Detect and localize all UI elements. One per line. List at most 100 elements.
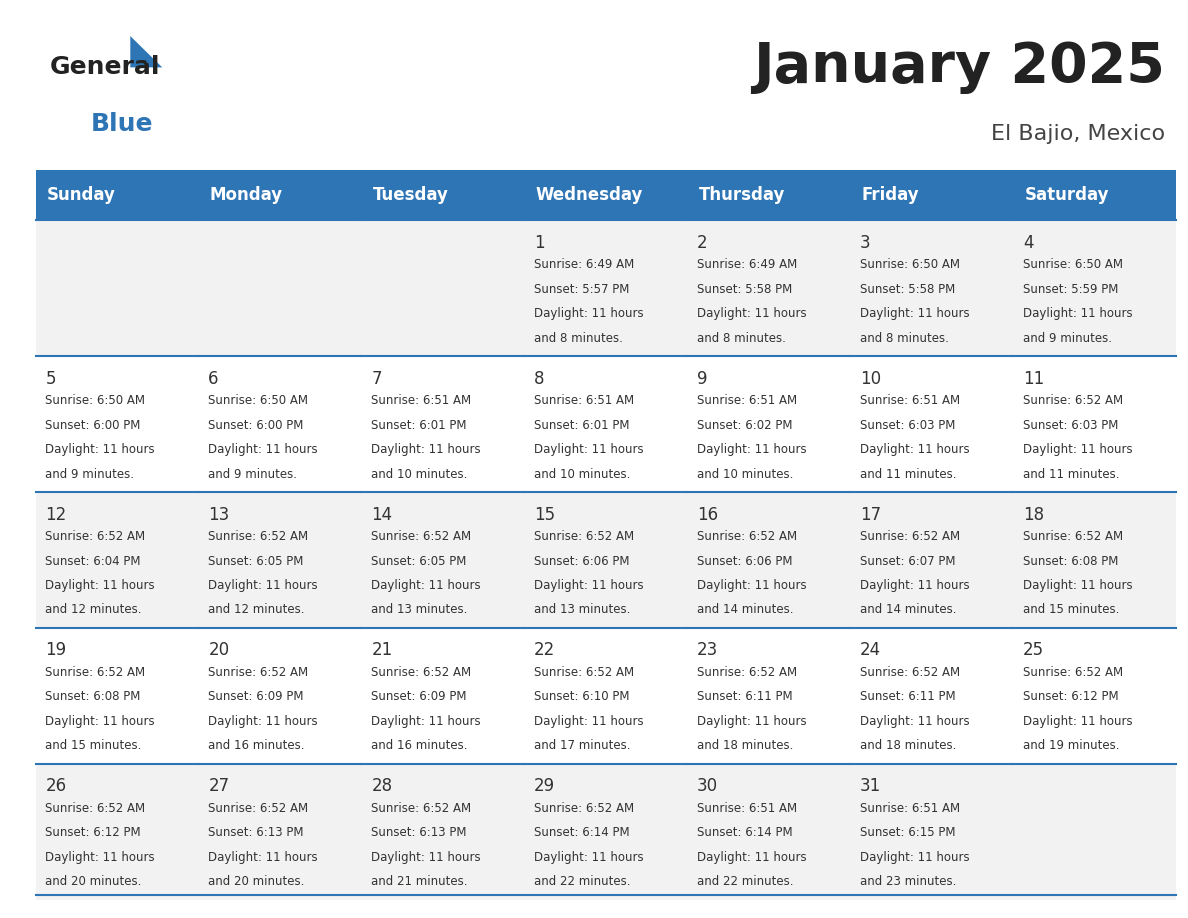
Text: Sunrise: 6:52 AM: Sunrise: 6:52 AM [1023, 394, 1123, 408]
Text: Daylight: 11 hours: Daylight: 11 hours [372, 715, 481, 728]
Text: Saturday: Saturday [1024, 186, 1110, 204]
Text: Sunset: 6:10 PM: Sunset: 6:10 PM [535, 690, 630, 703]
Text: and 22 minutes.: and 22 minutes. [697, 875, 794, 889]
Text: 2: 2 [697, 234, 708, 252]
Text: Sunrise: 6:52 AM: Sunrise: 6:52 AM [860, 530, 960, 543]
Text: Sunset: 6:06 PM: Sunset: 6:06 PM [697, 554, 792, 567]
Text: Sunrise: 6:51 AM: Sunrise: 6:51 AM [697, 394, 797, 408]
Text: Sunrise: 6:49 AM: Sunrise: 6:49 AM [535, 258, 634, 272]
Text: Sunrise: 6:52 AM: Sunrise: 6:52 AM [535, 801, 634, 815]
Text: and 13 minutes.: and 13 minutes. [372, 603, 468, 617]
Text: Sunrise: 6:52 AM: Sunrise: 6:52 AM [45, 530, 146, 543]
Text: Daylight: 11 hours: Daylight: 11 hours [860, 851, 969, 864]
Text: Daylight: 11 hours: Daylight: 11 hours [208, 579, 318, 592]
Text: Sunrise: 6:51 AM: Sunrise: 6:51 AM [860, 394, 960, 408]
Text: Daylight: 11 hours: Daylight: 11 hours [535, 851, 644, 864]
Text: 13: 13 [208, 506, 229, 523]
Text: Sunrise: 6:52 AM: Sunrise: 6:52 AM [208, 801, 309, 815]
Text: and 22 minutes.: and 22 minutes. [535, 875, 631, 889]
Text: and 10 minutes.: and 10 minutes. [372, 467, 468, 481]
Text: and 13 minutes.: and 13 minutes. [535, 603, 631, 617]
Text: 26: 26 [45, 778, 67, 795]
Text: 20: 20 [208, 642, 229, 659]
Text: 16: 16 [697, 506, 719, 523]
Text: Blue: Blue [90, 112, 153, 136]
Text: Sunrise: 6:52 AM: Sunrise: 6:52 AM [1023, 666, 1123, 679]
Text: Sunset: 6:09 PM: Sunset: 6:09 PM [208, 690, 304, 703]
Text: and 16 minutes.: and 16 minutes. [208, 739, 305, 753]
Text: Daylight: 11 hours: Daylight: 11 hours [45, 715, 156, 728]
Text: and 17 minutes.: and 17 minutes. [535, 739, 631, 753]
Text: Daylight: 11 hours: Daylight: 11 hours [1023, 308, 1132, 320]
Text: Sunset: 6:04 PM: Sunset: 6:04 PM [45, 554, 141, 567]
Text: Sunrise: 6:52 AM: Sunrise: 6:52 AM [535, 666, 634, 679]
Text: Sunset: 6:13 PM: Sunset: 6:13 PM [372, 826, 467, 839]
Text: Daylight: 11 hours: Daylight: 11 hours [860, 308, 969, 320]
Polygon shape [131, 36, 163, 67]
Text: 21: 21 [372, 642, 392, 659]
Text: Sunrise: 6:52 AM: Sunrise: 6:52 AM [208, 666, 309, 679]
Text: Sunrise: 6:52 AM: Sunrise: 6:52 AM [208, 530, 309, 543]
Text: Daylight: 11 hours: Daylight: 11 hours [1023, 579, 1132, 592]
Text: Sunrise: 6:50 AM: Sunrise: 6:50 AM [1023, 258, 1123, 272]
Text: Sunrise: 6:49 AM: Sunrise: 6:49 AM [697, 258, 797, 272]
Text: Sunrise: 6:51 AM: Sunrise: 6:51 AM [860, 801, 960, 815]
Text: Daylight: 11 hours: Daylight: 11 hours [208, 851, 318, 864]
Text: Sunset: 6:13 PM: Sunset: 6:13 PM [208, 826, 304, 839]
Text: 22: 22 [535, 642, 556, 659]
Text: Daylight: 11 hours: Daylight: 11 hours [45, 579, 156, 592]
Text: Daylight: 11 hours: Daylight: 11 hours [697, 715, 807, 728]
Text: Wednesday: Wednesday [536, 186, 643, 204]
Text: Sunset: 6:08 PM: Sunset: 6:08 PM [45, 690, 141, 703]
Text: Daylight: 11 hours: Daylight: 11 hours [372, 579, 481, 592]
Text: and 14 minutes.: and 14 minutes. [860, 603, 956, 617]
Text: Daylight: 11 hours: Daylight: 11 hours [697, 579, 807, 592]
Text: and 9 minutes.: and 9 minutes. [1023, 331, 1112, 345]
Text: 18: 18 [1023, 506, 1044, 523]
Text: Tuesday: Tuesday [373, 186, 449, 204]
Text: 8: 8 [535, 370, 544, 387]
Text: 10: 10 [860, 370, 881, 387]
Text: January 2025: January 2025 [753, 40, 1164, 95]
Text: Sunset: 6:09 PM: Sunset: 6:09 PM [372, 690, 467, 703]
Text: Sunrise: 6:52 AM: Sunrise: 6:52 AM [372, 666, 472, 679]
Text: Daylight: 11 hours: Daylight: 11 hours [1023, 443, 1132, 456]
Text: Sunset: 6:14 PM: Sunset: 6:14 PM [535, 826, 630, 839]
Text: General: General [50, 55, 160, 79]
Text: Daylight: 11 hours: Daylight: 11 hours [860, 443, 969, 456]
Text: Sunrise: 6:51 AM: Sunrise: 6:51 AM [697, 801, 797, 815]
Text: and 23 minutes.: and 23 minutes. [860, 875, 956, 889]
Text: and 10 minutes.: and 10 minutes. [535, 467, 631, 481]
Text: and 16 minutes.: and 16 minutes. [372, 739, 468, 753]
Text: Sunset: 6:00 PM: Sunset: 6:00 PM [208, 419, 304, 431]
Text: and 21 minutes.: and 21 minutes. [372, 875, 468, 889]
Text: Sunset: 6:15 PM: Sunset: 6:15 PM [860, 826, 955, 839]
Text: and 8 minutes.: and 8 minutes. [697, 331, 786, 345]
Text: 4: 4 [1023, 234, 1034, 252]
Text: 12: 12 [45, 506, 67, 523]
Text: 9: 9 [697, 370, 708, 387]
Text: and 14 minutes.: and 14 minutes. [697, 603, 794, 617]
Text: Sunset: 5:58 PM: Sunset: 5:58 PM [860, 283, 955, 296]
Text: 28: 28 [372, 778, 392, 795]
Text: Friday: Friday [861, 186, 920, 204]
Text: Sunrise: 6:50 AM: Sunrise: 6:50 AM [208, 394, 309, 408]
Text: Sunset: 6:08 PM: Sunset: 6:08 PM [1023, 554, 1118, 567]
Text: Sunrise: 6:50 AM: Sunrise: 6:50 AM [860, 258, 960, 272]
Text: Monday: Monday [210, 186, 283, 204]
Text: Sunrise: 6:52 AM: Sunrise: 6:52 AM [697, 530, 797, 543]
Text: Sunset: 6:05 PM: Sunset: 6:05 PM [372, 554, 467, 567]
Text: and 15 minutes.: and 15 minutes. [1023, 603, 1119, 617]
Text: Sunrise: 6:52 AM: Sunrise: 6:52 AM [372, 801, 472, 815]
Text: Daylight: 11 hours: Daylight: 11 hours [697, 308, 807, 320]
Text: Daylight: 11 hours: Daylight: 11 hours [372, 443, 481, 456]
Text: and 9 minutes.: and 9 minutes. [45, 467, 134, 481]
Text: Daylight: 11 hours: Daylight: 11 hours [860, 579, 969, 592]
Text: Sunset: 6:06 PM: Sunset: 6:06 PM [535, 554, 630, 567]
Text: Sunset: 5:57 PM: Sunset: 5:57 PM [535, 283, 630, 296]
Text: 7: 7 [372, 370, 381, 387]
Text: Daylight: 11 hours: Daylight: 11 hours [372, 851, 481, 864]
Text: 31: 31 [860, 778, 881, 795]
Text: 15: 15 [535, 506, 555, 523]
Text: and 11 minutes.: and 11 minutes. [860, 467, 956, 481]
